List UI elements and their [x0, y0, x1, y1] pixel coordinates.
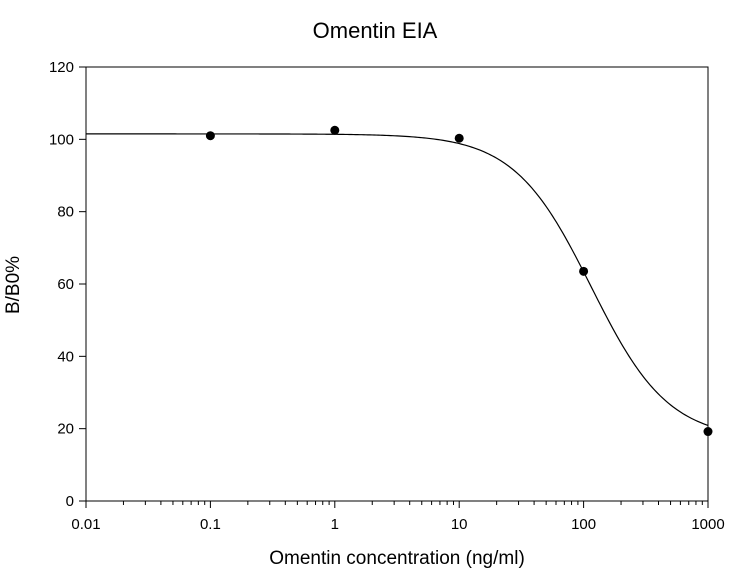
y-tick-label: 60	[57, 276, 74, 293]
data-point	[703, 427, 713, 437]
chart-title: Omentin EIA	[312, 18, 438, 43]
fit-curve	[86, 133, 709, 426]
x-tick-label: 100	[571, 516, 596, 533]
data-point	[454, 133, 464, 143]
x-tick-label: 10	[451, 516, 468, 533]
data-point	[330, 125, 340, 135]
x-axis-label: Omentin concentration (ng/ml)	[269, 548, 525, 569]
y-tick-label: 80	[57, 204, 74, 221]
plot-frame	[85, 66, 709, 502]
y-tick-label: 40	[57, 348, 74, 365]
x-tick-label: 1000	[691, 516, 724, 533]
y-tick-label: 0	[66, 493, 74, 510]
data-point	[579, 266, 589, 276]
x-tick-label: 0.1	[200, 516, 221, 533]
x-tick-label: 1	[331, 516, 339, 533]
data-point	[205, 131, 215, 141]
y-tick-label: 20	[57, 421, 74, 438]
y-tick-label: 120	[49, 59, 74, 76]
y-tick-label: 100	[49, 131, 74, 148]
x-tick-label: 0.01	[71, 516, 100, 533]
